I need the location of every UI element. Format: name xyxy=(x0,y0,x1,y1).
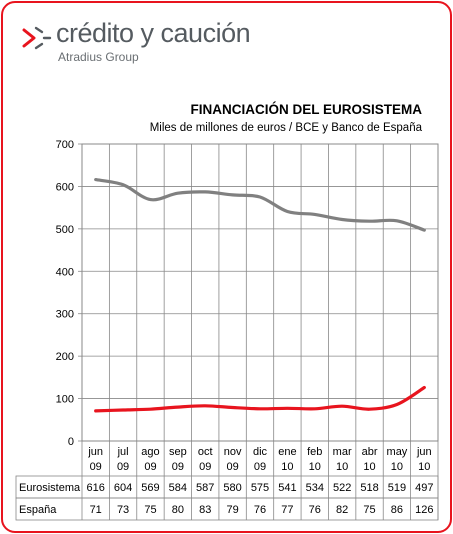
data-label: 76 xyxy=(254,504,266,516)
x-tick-label-year: 09 xyxy=(199,461,211,473)
data-label: 575 xyxy=(251,482,269,494)
data-label: 77 xyxy=(281,504,293,516)
x-tick-label-month: mar xyxy=(333,446,352,458)
x-tick-label-year: 09 xyxy=(172,461,184,473)
x-tick-label-year: 10 xyxy=(391,461,403,473)
x-tick-label-month: jul xyxy=(117,446,129,458)
x-tick-label-year: 10 xyxy=(309,461,321,473)
brand-mark-icon xyxy=(22,26,52,50)
x-tick-label-year: 09 xyxy=(144,461,156,473)
chart-title: FINANCIACIÓN DEL EUROSISTEMA xyxy=(190,102,422,117)
y-tick-label: 600 xyxy=(56,181,74,193)
data-label: 587 xyxy=(196,482,214,494)
brand-name: crédito y caución xyxy=(56,18,251,48)
x-tick-label-month: ene xyxy=(278,446,296,458)
x-tick-label-year: 10 xyxy=(418,461,430,473)
data-label: 76 xyxy=(309,504,321,516)
x-tick-label-year: 10 xyxy=(336,461,348,473)
x-tick-label-year: 10 xyxy=(363,461,375,473)
plot-area xyxy=(81,143,439,442)
x-tick-label-year: 09 xyxy=(90,461,102,473)
x-tick-label-month: abr xyxy=(362,446,378,458)
series-label-2: España xyxy=(19,504,57,516)
x-tick-label-month: oct xyxy=(198,446,213,458)
data-label: 541 xyxy=(278,482,296,494)
data-label: 616 xyxy=(87,482,105,494)
y-tick-label: 400 xyxy=(56,266,74,278)
x-tick-label-month: nov xyxy=(224,446,242,458)
x-tick-label-year: 10 xyxy=(281,461,293,473)
data-label: 71 xyxy=(90,504,102,516)
data-label: 580 xyxy=(223,482,241,494)
data-label: 569 xyxy=(141,482,159,494)
y-tick-label: 100 xyxy=(56,394,74,406)
y-tick-label: 0 xyxy=(68,436,74,448)
data-label: 82 xyxy=(336,504,348,516)
x-tick-label-month: ago xyxy=(141,446,159,458)
y-tick-label: 300 xyxy=(56,309,74,321)
data-label: 75 xyxy=(144,504,156,516)
x-tick-label-month: dic xyxy=(253,446,268,458)
y-tick-label: 700 xyxy=(56,139,74,151)
data-label: 497 xyxy=(415,482,433,494)
x-tick-label-month: jun xyxy=(87,446,103,458)
data-label: 522 xyxy=(333,482,351,494)
data-label: 518 xyxy=(360,482,378,494)
series-label-1: Eurosistema xyxy=(19,482,81,494)
x-tick-label-month: sep xyxy=(169,446,187,458)
brand-logo: crédito y caución Atradius Group xyxy=(22,18,262,70)
data-label: 534 xyxy=(306,482,324,494)
data-label: 126 xyxy=(415,504,433,516)
data-label: 86 xyxy=(391,504,403,516)
data-label: 519 xyxy=(388,482,406,494)
series-line-2 xyxy=(94,385,426,413)
data-label: 83 xyxy=(199,504,211,516)
chart-subtitle: Miles de millones de euros / BCE y Banco… xyxy=(149,122,422,134)
y-tick-label: 200 xyxy=(56,351,74,363)
data-label: 79 xyxy=(226,504,238,516)
x-tick-label-year: 09 xyxy=(117,461,129,473)
data-label: 75 xyxy=(363,504,375,516)
data-label: 73 xyxy=(117,504,129,516)
data-label: 584 xyxy=(169,482,187,494)
series-line-1 xyxy=(94,178,426,232)
x-tick-label-month: feb xyxy=(307,446,322,458)
x-tick-label-year: 09 xyxy=(226,461,238,473)
y-tick-label: 500 xyxy=(56,224,74,236)
brand-sub: Atradius Group xyxy=(58,50,139,64)
x-tick-label-month: jun xyxy=(416,446,432,458)
x-tick-label-year: 09 xyxy=(254,461,266,473)
data-label: 80 xyxy=(172,504,184,516)
data-label: 604 xyxy=(114,482,132,494)
x-tick-label-month: may xyxy=(387,446,408,458)
